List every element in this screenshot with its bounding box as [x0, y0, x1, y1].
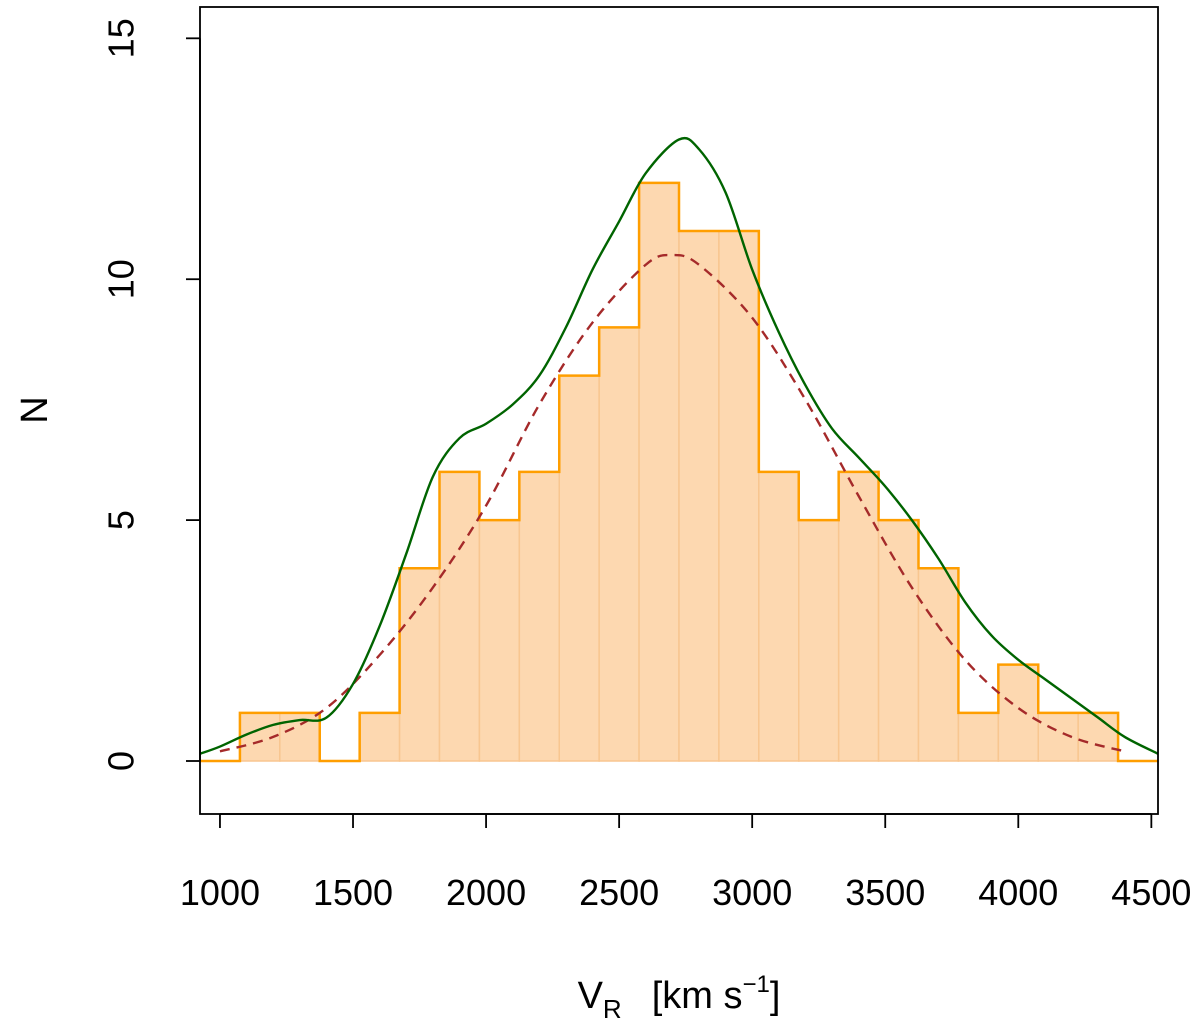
y-tick-label: 10	[101, 259, 142, 299]
histogram-bar	[638, 182, 680, 762]
x-axis-title-main: V	[578, 975, 604, 1017]
x-tick-label: 2000	[446, 872, 526, 913]
histogram-bar	[877, 519, 920, 762]
histogram-bar	[558, 374, 600, 762]
histogram-bar	[837, 471, 880, 762]
x-axis-title-subscript: R	[603, 994, 622, 1022]
histogram-bar	[398, 567, 441, 762]
x-tick-label: 4000	[978, 872, 1058, 913]
histogram-bar	[518, 471, 560, 762]
x-tick-label: 3500	[845, 872, 925, 913]
x-axis-title-exponent: −1	[742, 971, 769, 998]
histogram-bar	[957, 712, 1000, 762]
x-tick-label: 2500	[579, 872, 659, 913]
y-axis: 0 5 10 15	[101, 18, 201, 771]
x-axis-title-unit: [km s	[652, 975, 743, 1017]
kde-curve	[199, 136, 1159, 755]
histogram-bar	[997, 663, 1039, 762]
histogram-bar	[678, 230, 720, 762]
histogram-bar	[1077, 712, 1119, 762]
y-tick-label: 5	[101, 510, 142, 530]
histogram-bar	[598, 326, 640, 762]
histogram-bars	[239, 182, 1119, 762]
x-tick-label: 1500	[313, 872, 393, 913]
histogram-outline	[200, 181, 1158, 763]
x-axis-title-unit-close: ]	[770, 975, 781, 1017]
histogram-bar	[358, 712, 401, 762]
histogram-bar	[1037, 712, 1079, 762]
x-tick-label: 4500	[1111, 872, 1191, 913]
x-tick-label: 3000	[712, 872, 792, 913]
y-axis-title: N	[14, 396, 56, 423]
y-tick-label: 0	[101, 751, 142, 771]
gaussian-fit-line	[219, 253, 1126, 753]
y-tick-label: 15	[101, 18, 142, 58]
histogram-bar	[438, 471, 481, 762]
histogram-bar	[917, 567, 960, 762]
histogram-bar	[758, 471, 800, 762]
histogram-bar	[718, 230, 760, 762]
x-axis: 1000 1500 2000 2500 3000 3500 4000 4500	[180, 813, 1191, 913]
x-axis-title: VR [km s−1]	[578, 971, 781, 1022]
x-tick-label: 1000	[180, 872, 260, 913]
histogram-bar	[478, 519, 521, 762]
histogram-bar	[798, 519, 840, 762]
